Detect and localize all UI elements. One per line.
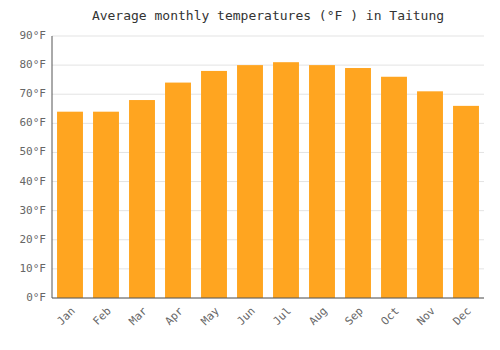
- bar: [165, 83, 191, 298]
- grid-line: [52, 298, 484, 299]
- y-tick-label: 20°F: [20, 233, 47, 246]
- y-tick-label: 40°F: [20, 175, 47, 188]
- x-tick-label: Feb: [91, 305, 114, 328]
- x-axis-line: [52, 298, 484, 299]
- x-tick-label: Jan: [55, 305, 78, 328]
- grid-line: [52, 65, 484, 66]
- x-tick-label: Nov: [415, 304, 439, 328]
- y-tick-label: 60°F: [20, 116, 47, 129]
- bar: [417, 91, 443, 298]
- chart-container: 0°F 10°F 20°F 30°F 40°F 50°F 60°F 70°F 80°F 90°F J…: [0, 0, 500, 350]
- x-tick-label: Apr: [163, 304, 187, 328]
- x-axis: Jan Feb Mar Apr May Jun Jul Aug Sep Oct Nov Dec: [55, 304, 474, 328]
- bars: [57, 62, 479, 298]
- bar: [453, 106, 479, 298]
- bar: [57, 112, 83, 298]
- x-tick-label: Dec: [451, 305, 474, 328]
- grid: [52, 36, 484, 298]
- y-tick-label: 70°F: [20, 87, 47, 100]
- bar: [201, 71, 227, 298]
- x-tick-label: Jun: [235, 305, 258, 328]
- background: [0, 0, 500, 350]
- x-tick-label: Jul: [271, 305, 294, 328]
- y-tick-label: 80°F: [20, 58, 47, 71]
- chart: 0°F 10°F 20°F 30°F 40°F 50°F 60°F 70°F 80°F 90°F J…: [0, 0, 500, 350]
- bar: [93, 112, 119, 298]
- grid-line: [52, 36, 484, 37]
- bar: [129, 100, 155, 298]
- y-axis: 0°F 10°F 20°F 30°F 40°F 50°F 60°F 70°F 80°F 90°F: [20, 29, 47, 304]
- title: Average monthly temperatures (°F ) in Ta…: [92, 8, 444, 23]
- y-tick-label: 90°F: [20, 29, 47, 42]
- y-tick-label: 30°F: [20, 204, 47, 217]
- bar: [309, 65, 335, 298]
- y-axis-line: [52, 36, 53, 298]
- x-tick-label: Mar: [127, 304, 151, 328]
- bar: [273, 62, 299, 298]
- y-tick-label: 0°F: [26, 291, 46, 304]
- x-tick-label: Sep: [343, 305, 366, 328]
- bar: [345, 68, 371, 298]
- bar: [237, 65, 263, 298]
- x-tick-label: May: [199, 304, 223, 328]
- y-tick-label: 50°F: [20, 145, 47, 158]
- bar: [381, 77, 407, 298]
- y-tick-label: 10°F: [20, 262, 47, 275]
- x-tick-label: Oct: [379, 305, 402, 328]
- x-tick-label: Aug: [307, 305, 330, 328]
